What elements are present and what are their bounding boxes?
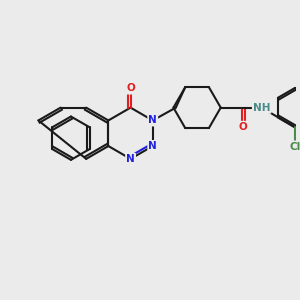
Text: Cl: Cl [290,142,300,152]
Text: NH: NH [253,103,271,112]
Text: N: N [148,141,157,151]
Text: N: N [126,154,135,164]
Text: O: O [238,122,247,132]
Text: N: N [148,116,157,125]
Text: O: O [126,83,135,93]
